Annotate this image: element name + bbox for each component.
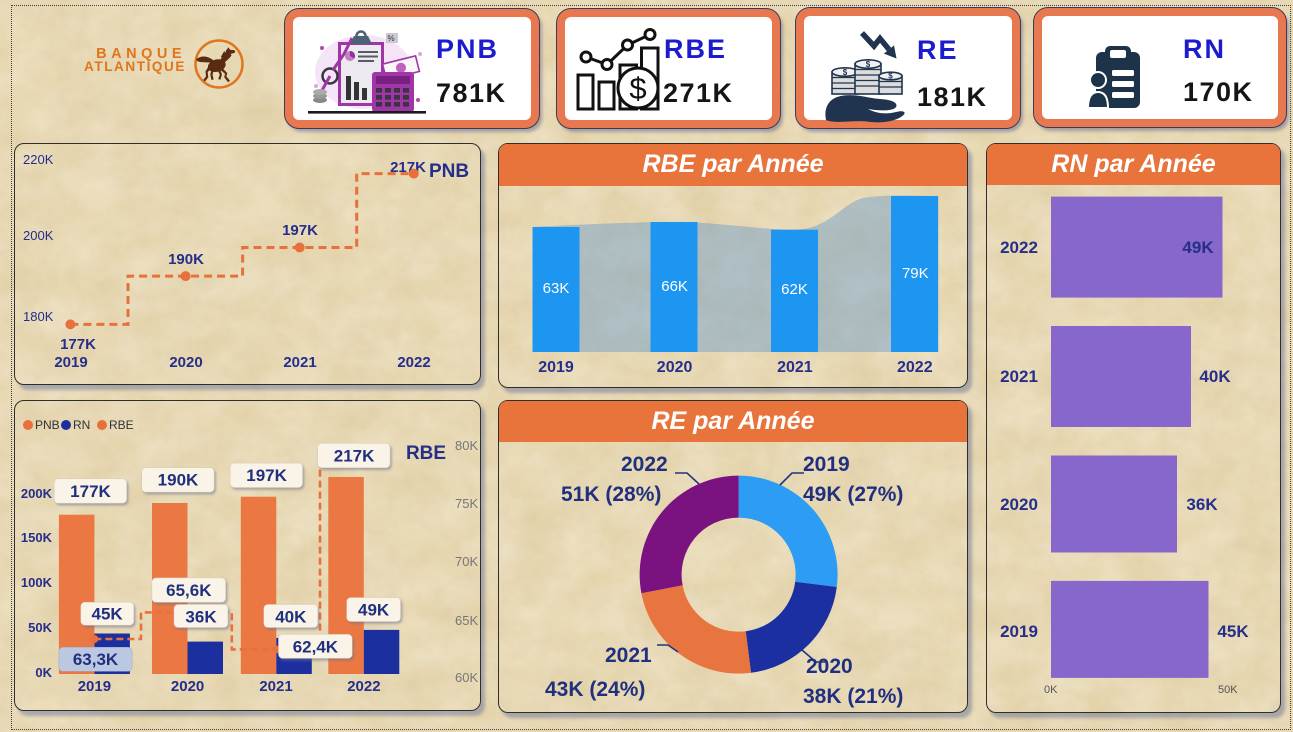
svg-text:2021: 2021 [777,359,813,376]
svg-text:2022: 2022 [621,453,668,476]
svg-text:2021: 2021 [1000,367,1038,386]
svg-text:49K: 49K [1182,238,1214,257]
svg-text:70K: 70K [455,554,478,569]
svg-text:2020: 2020 [1000,495,1038,514]
svg-text:62K: 62K [781,281,808,298]
svg-text:51K (28%): 51K (28%) [561,483,661,506]
svg-text:75K: 75K [455,496,478,511]
svg-text:0K: 0K [1044,684,1058,696]
svg-text:2022: 2022 [347,678,380,695]
svg-text:200K: 200K [23,228,54,243]
svg-text:2019: 2019 [54,354,87,371]
svg-text:80K: 80K [455,438,478,453]
svg-text:2019: 2019 [78,678,111,695]
svg-text:2019: 2019 [538,359,574,376]
svg-text:50K: 50K [28,620,52,635]
svg-text:2020: 2020 [806,655,853,678]
svg-text:2022: 2022 [397,354,430,371]
svg-text:0K: 0K [35,665,52,680]
svg-text:43K (24%): 43K (24%) [545,678,645,701]
svg-text:50K: 50K [1218,684,1238,696]
svg-text:217K: 217K [334,446,375,465]
svg-text:2020: 2020 [169,354,202,371]
svg-text:PNB: PNB [429,161,469,182]
svg-text:63K: 63K [543,280,570,297]
svg-text:60K: 60K [455,670,478,685]
svg-text:220K: 220K [23,152,54,167]
svg-text:$: $ [629,71,646,106]
svg-text:RBE: RBE [406,443,446,464]
svg-text:65K: 65K [455,613,478,628]
svg-text:2022: 2022 [1000,238,1038,257]
svg-text:PNB: PNB [35,418,60,432]
svg-text:49K: 49K [358,601,390,620]
svg-text:2019: 2019 [1000,622,1038,641]
svg-text:RBE: RBE [109,418,134,432]
svg-text:49K (27%): 49K (27%) [803,483,903,506]
svg-text:2021: 2021 [283,354,316,371]
svg-text:63,3K: 63,3K [73,650,119,669]
svg-text:150K: 150K [21,530,53,545]
svg-text:$: $ [888,72,893,81]
svg-text:65,6K: 65,6K [166,581,212,600]
svg-text:2022: 2022 [897,359,933,376]
svg-text:45K: 45K [92,605,124,624]
svg-text:2020: 2020 [171,678,204,695]
svg-text:36K: 36K [1186,495,1218,514]
svg-text:190K: 190K [158,471,199,490]
svg-text:$: $ [843,68,848,77]
svg-text:36K: 36K [185,608,217,627]
svg-text:2019: 2019 [803,453,850,476]
svg-text:177K: 177K [70,482,111,501]
svg-text:40K: 40K [1199,367,1231,386]
svg-text:197K: 197K [246,466,287,485]
svg-text:2020: 2020 [657,359,693,376]
svg-text:62,4K: 62,4K [293,637,339,656]
svg-text:180K: 180K [23,309,54,324]
svg-text:197K: 197K [282,222,318,239]
svg-text:40K: 40K [275,608,307,627]
svg-text:%: % [388,34,395,43]
svg-text:66K: 66K [661,278,688,295]
svg-text:RN: RN [73,418,90,432]
svg-text:2021: 2021 [605,644,652,667]
svg-text:2021: 2021 [259,678,292,695]
svg-text:177K: 177K [60,336,96,353]
svg-text:190K: 190K [168,251,204,268]
svg-text:100K: 100K [21,575,53,590]
svg-text:$: $ [866,60,871,69]
svg-text:79K: 79K [902,265,929,282]
svg-text:45K: 45K [1217,622,1249,641]
svg-text:38K (21%): 38K (21%) [803,685,903,708]
svg-text:200K: 200K [21,486,53,501]
